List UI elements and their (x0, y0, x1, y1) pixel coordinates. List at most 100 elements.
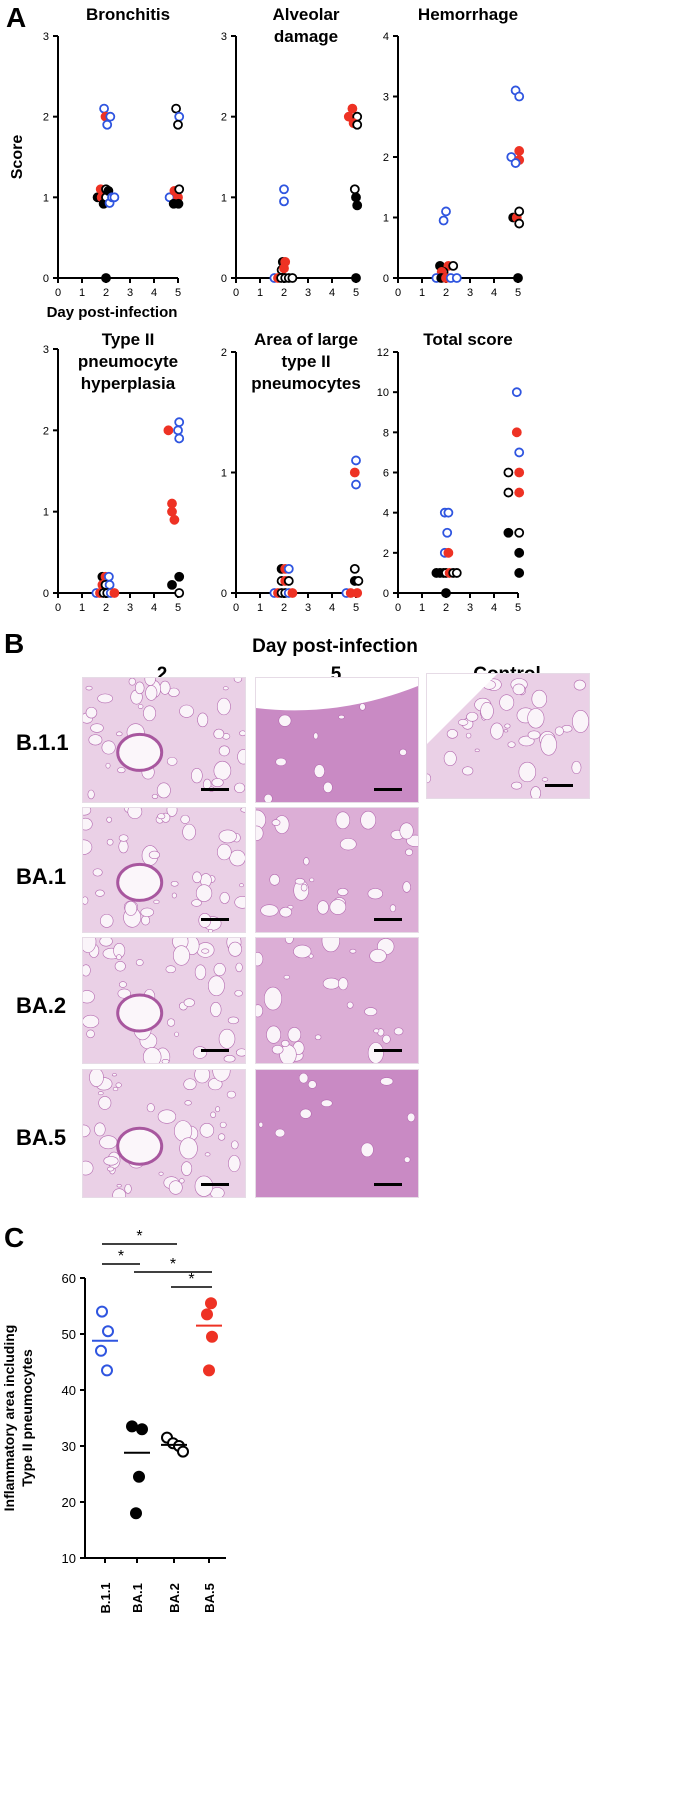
data-point (167, 579, 177, 590)
histology-image-ba5-day2 (82, 1069, 246, 1198)
chart-title: Bronchitis (86, 5, 170, 24)
data-point (174, 417, 185, 428)
y-tick-label: 20 (62, 1495, 76, 1510)
y-tick-label: 60 (62, 1271, 76, 1286)
data-point (514, 487, 525, 498)
data-point (279, 196, 289, 207)
chart-title: pneumocytes (251, 374, 361, 393)
x-tick-label: 3 (127, 602, 133, 614)
x-tick-label: 2 (103, 287, 109, 299)
data-point (513, 273, 523, 283)
data-point (206, 1330, 218, 1343)
data-point (109, 588, 120, 598)
data-point (347, 103, 358, 114)
chart-title: Total score (423, 330, 512, 349)
data-point (442, 527, 453, 538)
y-tick-label: 3 (43, 31, 49, 43)
data-point (177, 1445, 189, 1458)
x-tick-label: 5 (353, 287, 359, 299)
y-tick-label: 0 (43, 588, 49, 600)
data-point (514, 547, 525, 558)
data-point (169, 514, 180, 525)
x-tick-label: 0 (395, 602, 401, 614)
y-tick-label: 10 (62, 1551, 76, 1566)
scale-bar (201, 918, 229, 921)
inflammation-chart: 10 20 30 40 50 60 B.1.1 BA.1 BA.2 BA.5 * * * * Inflamm… (1, 1228, 226, 1614)
histology-image-b11-day2 (82, 677, 246, 803)
y-tick-label: 0 (383, 588, 389, 600)
data-point (443, 547, 454, 558)
y-tick-label: 30 (62, 1439, 76, 1454)
y-tick-label: 1 (383, 213, 389, 225)
data-point (353, 576, 364, 586)
x-tick-label: 4 (151, 287, 157, 299)
x-tick-label: 4 (151, 602, 157, 614)
x-tick-label: 0 (233, 602, 239, 614)
chart-title: hyperplasia (81, 374, 176, 393)
x-tick-label: 5 (353, 602, 359, 614)
data-point (349, 564, 360, 574)
data-point (130, 1507, 142, 1520)
x-tick-label: 1 (419, 287, 425, 299)
x-tick-label: 1 (257, 287, 263, 299)
row-label-ba5: BA.5 (16, 1125, 67, 1150)
scale-bar (201, 1183, 229, 1186)
data-point (514, 527, 525, 538)
x-tick-label: 5 (515, 287, 521, 299)
x-tick-label: 2 (443, 602, 449, 614)
data-point (174, 184, 185, 195)
panel-a-ylabel: Score (9, 135, 26, 180)
x-tick-label: 5 (175, 602, 181, 614)
x-tick-label: 1 (257, 602, 263, 614)
histology-image-ba1-day2 (82, 807, 246, 933)
score-chart-1: Bronchitis 0 1 2 3 0 1 2 3 4 5 (43, 5, 185, 299)
x-tick-label: 0 (55, 287, 61, 299)
panel-c-ylabel-2: Type II pneumocytes (19, 1349, 35, 1487)
y-tick-label: 2 (383, 548, 389, 560)
y-tick-label: 0 (383, 273, 389, 285)
tissue-texture (258, 1072, 416, 1163)
data-point (174, 433, 185, 444)
x-tick-label: 0 (55, 602, 61, 614)
tissue-texture (427, 674, 589, 798)
panel-a-charts: Bronchitis 0 1 2 3 0 1 2 3 4 5 Alveolar damage 0 1 2 3 0 1… (9, 5, 525, 614)
x-tick-label: 3 (467, 287, 473, 299)
data-point (352, 119, 363, 130)
data-point (171, 103, 181, 114)
data-point (349, 467, 360, 478)
y-tick-label: 6 (383, 468, 389, 480)
significance-star: * (170, 1256, 176, 1273)
data-point (448, 260, 459, 271)
data-point (510, 158, 521, 168)
row-label-ba2: BA.2 (16, 993, 67, 1018)
data-point (352, 200, 363, 211)
data-point (205, 1297, 217, 1310)
y-tick-label: 40 (62, 1383, 76, 1398)
scale-bar (374, 918, 402, 921)
y-tick-label: 1 (43, 192, 49, 204)
tissue-texture (256, 938, 404, 1063)
chart-title: pneumocyte (78, 352, 178, 371)
x-tick-label: 0 (233, 287, 239, 299)
x-tick-label: 4 (491, 287, 497, 299)
scale-bar (545, 784, 573, 787)
row-label-ba1: BA.1 (16, 864, 67, 889)
data-point (503, 487, 514, 498)
x-tick-label: BA.1 (130, 1583, 145, 1613)
data-point (514, 218, 525, 229)
chart-title: Alveolar (272, 5, 339, 24)
x-tick-label: 3 (127, 287, 133, 299)
chart-title: damage (274, 27, 338, 46)
data-point (174, 111, 185, 122)
data-point (283, 564, 294, 574)
x-tick-label: 5 (515, 602, 521, 614)
tissue-texture (256, 809, 418, 918)
data-point (351, 455, 361, 466)
x-tick-label: 2 (281, 287, 287, 299)
data-point (174, 571, 185, 582)
data-point (102, 1325, 114, 1338)
x-tick-label: BA.5 (202, 1583, 217, 1613)
x-tick-label: 2 (443, 287, 449, 299)
data-point (451, 273, 462, 283)
data-point (514, 447, 525, 458)
